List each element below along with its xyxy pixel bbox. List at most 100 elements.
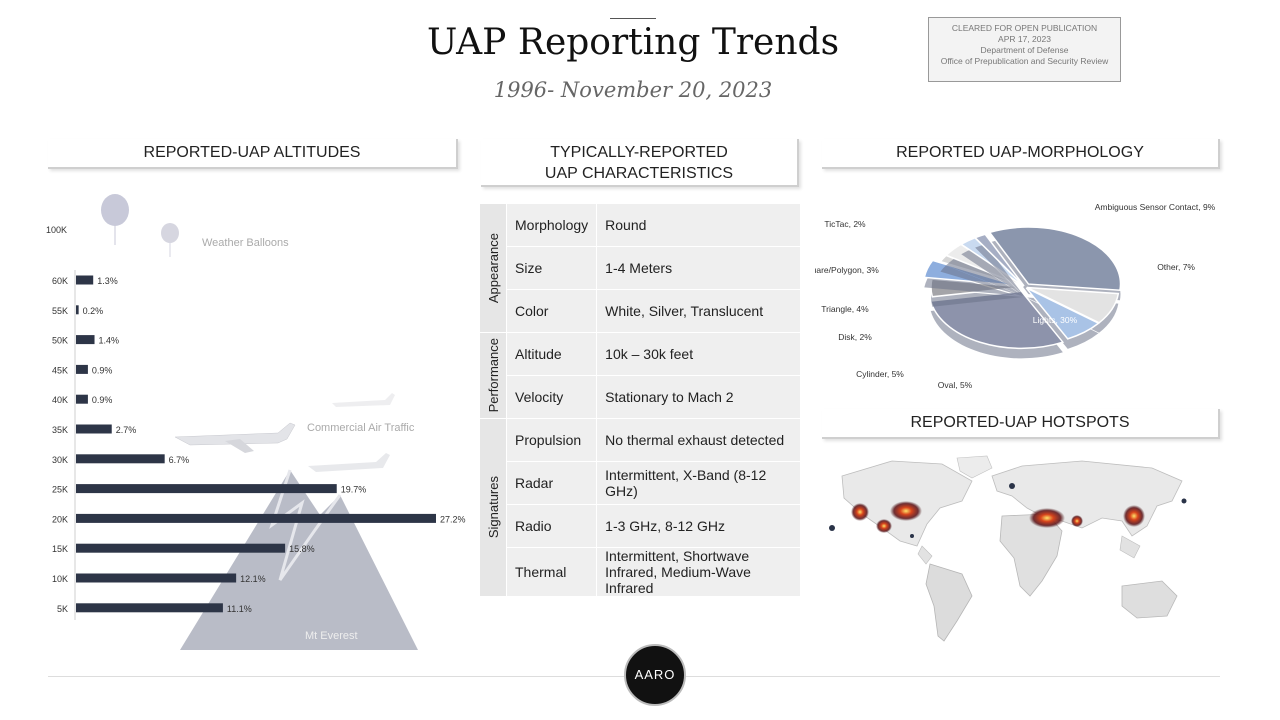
characteristics-category: Signatures [480, 418, 507, 597]
pie-slice-label: Lights, 30% [1033, 315, 1078, 325]
altitude-bar-value: 19.7% [341, 485, 367, 495]
pie-slice [929, 290, 1065, 350]
characteristic-value: Intermittent, Shortwave Infrared, Medium… [596, 547, 800, 597]
altitude-bar [76, 275, 94, 285]
pie-slice-label: Triangle, 4% [821, 304, 869, 314]
hotspot-west-us [851, 503, 869, 521]
altitude-tick-label: 10K [52, 574, 68, 584]
top-rule [610, 18, 656, 19]
characteristic-attribute: Radar [506, 461, 598, 505]
altitude-tick-label: 55K [52, 306, 68, 316]
stamp-line: CLEARED FOR OPEN PUBLICATION [951, 23, 1098, 33]
weather-balloon-icon [101, 194, 129, 245]
altitude-bar [76, 364, 88, 374]
characteristics-category: Performance [480, 332, 507, 419]
altitude-bar-chart: Mt Everest Weather Balloons Commercial A… [46, 194, 466, 650]
altitude-bar [76, 573, 237, 583]
aaro-logo: AARO [624, 644, 686, 706]
characteristic-value: No thermal exhaust detected [596, 418, 800, 462]
altitude-bar-value: 11.1% [227, 604, 252, 614]
characteristics-heading: TYPICALLY-REPORTED UAP CHARACTERISTICS [481, 139, 799, 187]
stamp-line: Office of Prepublication and Security Re… [940, 56, 1109, 66]
altitude-tick-label: 50K [52, 336, 68, 346]
altitude-tick-label: 25K [52, 485, 68, 495]
altitude-bars: 60K 1.3% 55K 0.2% 50K 1.4% 45K 0.9% 40K 0.9% 35K 2.… [52, 275, 466, 614]
altitude-tick-label: 30K [52, 455, 68, 465]
pie-slice-label: Oval, 5% [938, 380, 973, 390]
characteristic-attribute: Size [506, 246, 598, 290]
altitude-bar [76, 543, 286, 553]
altitude-bar-value: 2.7% [116, 425, 137, 435]
characteristics-row: Size 1-4 Meters [480, 246, 800, 290]
pie-slice-label: Orb, Round, Sphere, 34% [956, 207, 1054, 217]
characteristics-table-body: Appearance Morphology Round Size 1-4 Meters C… [480, 204, 800, 597]
characteristics-heading-line: TYPICALLY-REPORTED [550, 144, 728, 161]
morphology-heading: REPORTED UAP-MORPHOLOGY [822, 139, 1220, 169]
altitude-bar [76, 335, 95, 345]
altitude-tick-label: 35K [52, 425, 68, 435]
pie-slice-label: Ambiguous Sensor Contact, 9% [1095, 202, 1215, 212]
altitude-bar-value: 6.7% [169, 455, 190, 465]
altitude-bar-value: 27.2% [440, 514, 466, 524]
characteristics-table: Appearance Morphology Round Size 1-4 Meters C… [480, 204, 800, 597]
altitude-tick-100k: 100K [46, 225, 67, 235]
mt-everest-label: Mt Everest [305, 630, 358, 642]
hotspot-dot [829, 525, 835, 531]
characteristic-value: 1-4 Meters [596, 246, 800, 290]
pie-labels: Orb, Round, Sphere, 34% Ambiguous Sensor … [815, 202, 1215, 390]
hotspot-world-map [829, 455, 1187, 642]
altitude-tick-label: 15K [52, 544, 68, 554]
altitude-tick-label: 20K [52, 514, 68, 524]
airplane-icon [308, 453, 390, 472]
weather-balloons-label: Weather Balloons [202, 237, 289, 249]
greenland-landmass [956, 455, 993, 479]
pie-slice-depth [946, 254, 1024, 297]
altitude-bar-value: 1.4% [99, 336, 120, 346]
characteristic-value: Stationary to Mach 2 [596, 375, 800, 419]
pie-slice-label: Cylinder, 5% [856, 369, 904, 379]
mt-everest-shape [180, 470, 418, 650]
altitudes-heading: REPORTED-UAP ALTITUDES [48, 139, 458, 169]
pie-slice-label: Disk, 2% [838, 332, 872, 342]
pie-slice [1025, 287, 1100, 340]
altitude-tick-label: 40K [52, 395, 68, 405]
altitude-bar [76, 424, 112, 434]
category-label: Performance [485, 338, 501, 413]
altitude-tick-label: 5K [57, 604, 68, 614]
characteristic-attribute: Radio [506, 504, 598, 548]
morphology-pie-chart: Orb, Round, Sphere, 34% Ambiguous Sensor … [815, 202, 1215, 390]
characteristic-value: Intermittent, X-Band (8-12 GHz) [596, 461, 800, 505]
airplane-icon [174, 422, 296, 453]
characteristic-value: 1-3 GHz, 8-12 GHz [596, 504, 800, 548]
altitude-bar [76, 484, 337, 494]
hotspot-east-us [890, 501, 922, 521]
characteristics-row: Performance Altitude 10k – 30k feet [480, 332, 800, 419]
hotspot-dot [1181, 498, 1187, 504]
altitude-bar [76, 454, 165, 464]
altitude-bar-value: 15.8% [289, 544, 315, 554]
stamp-line: Department of Defense [980, 45, 1069, 55]
weather-balloon-icon [161, 223, 179, 257]
altitude-bar [76, 513, 436, 523]
altitude-bar [76, 603, 223, 613]
south-america-landmass [925, 563, 973, 642]
characteristic-value: White, Silver, Translucent [596, 289, 800, 333]
hotspot-south-asia [1071, 515, 1083, 527]
airplane-icon [332, 393, 395, 407]
page-title: UAP Reporting Trends [426, 22, 840, 63]
clearance-stamp: CLEARED FOR OPEN PUBLICATION APR 17, 202… [928, 17, 1121, 82]
characteristics-row: Thermal Intermittent, Shortwave Infrared,… [480, 547, 800, 597]
altitude-bar-value: 0.9% [92, 395, 113, 405]
characteristic-attribute: Propulsion [506, 418, 598, 462]
hotspot-east-asia [1123, 505, 1145, 527]
altitude-bar-value: 12.1% [240, 574, 266, 584]
pie-slice [988, 226, 1122, 292]
pie-slice [973, 233, 1025, 287]
hotspot-middle-east [1029, 508, 1065, 528]
altitude-tick-label: 45K [52, 365, 68, 375]
pie-slice-label: TicTac, 2% [824, 219, 866, 229]
hotspot-dot [1009, 483, 1015, 489]
pie-slice-depth [975, 244, 1025, 296]
characteristics-row: Velocity Stationary to Mach 2 [480, 375, 800, 419]
pie-slices [923, 226, 1122, 359]
